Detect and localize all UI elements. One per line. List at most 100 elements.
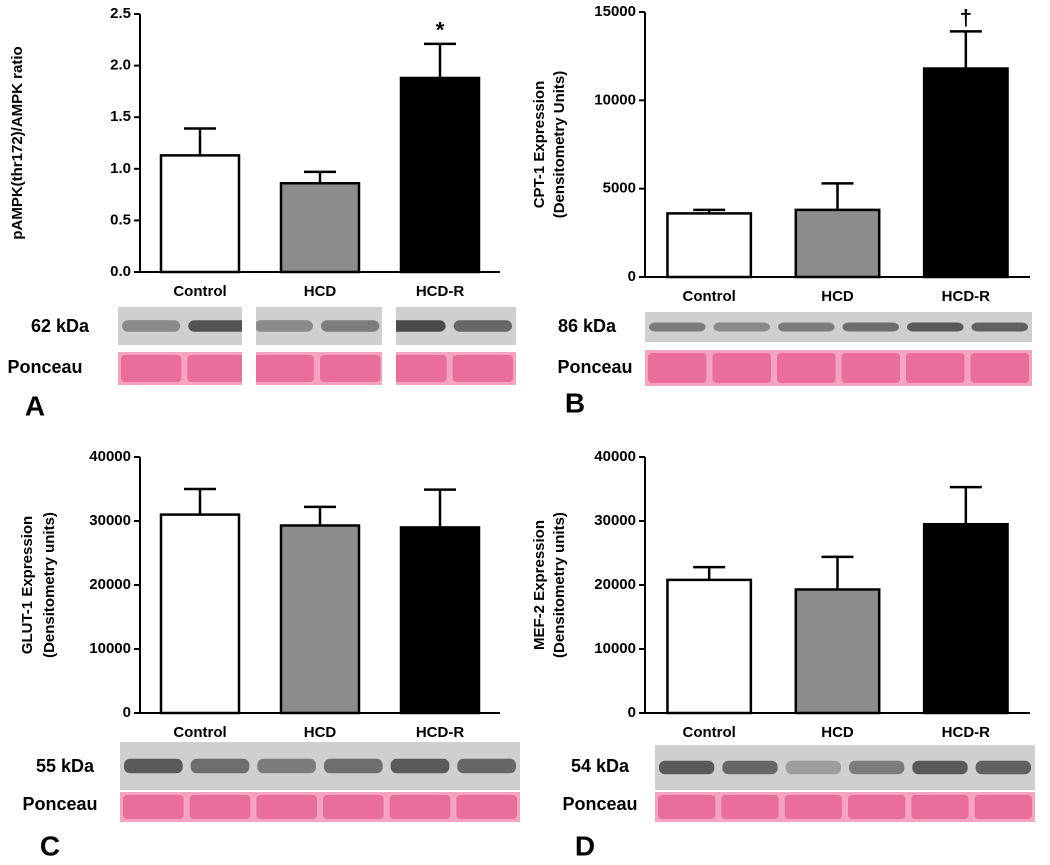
ponceau-lane: [187, 355, 248, 382]
significance-marker: *: [436, 18, 445, 43]
y-axis-label: MEF-2 Expression: [531, 520, 548, 650]
category-label: HCD-R: [416, 724, 464, 741]
error-bar: [424, 488, 456, 528]
blot-band: [122, 320, 181, 332]
error-bar: [821, 182, 854, 210]
error-bar: [304, 505, 336, 526]
y-tick-label: 0: [123, 704, 131, 721]
blot-band: [190, 758, 250, 774]
bar: [922, 67, 1009, 279]
bar: [794, 588, 881, 715]
category-label: HCD: [821, 288, 854, 305]
blot-band: [722, 760, 778, 775]
blot-band: [390, 758, 450, 774]
ponceau-lane: [848, 795, 906, 819]
ponceau-lane: [189, 795, 251, 819]
loading-label: Ponceau: [562, 794, 637, 814]
y-tick-label: 10000: [89, 640, 131, 657]
blot-band: [849, 760, 905, 775]
blot-band: [785, 760, 841, 775]
y-axis-label: pAMPK(thr172)/AMPK ratio: [9, 46, 26, 239]
y-axis-label: GLUT-1 Expression: [19, 516, 36, 654]
blot-band: [124, 758, 183, 774]
y-tick-label: 0: [628, 704, 636, 721]
y-tick-label: 10000: [594, 91, 636, 108]
blot-band: [257, 758, 316, 774]
ponceau-lane: [721, 795, 779, 819]
blot-band: [912, 760, 968, 775]
ponceau-lane: [123, 795, 184, 819]
y-tick-label: 5000: [603, 180, 636, 197]
y-axis-label: CPT-1 Expression: [531, 81, 548, 209]
ponceau-lane: [906, 353, 965, 383]
error-bar: [184, 127, 216, 156]
error-bar: [693, 565, 726, 580]
ponceau-lane: [121, 355, 182, 382]
blot-gap: [382, 350, 396, 387]
bar: [666, 212, 753, 279]
y-tick-label: 15000: [594, 3, 636, 20]
category-label: HCD-R: [942, 288, 990, 305]
y-axis-label: (Densitometry Units): [551, 71, 568, 219]
category-label: Control: [683, 288, 736, 305]
error-bar: [693, 208, 726, 214]
blot-band: [321, 320, 380, 332]
y-tick-label: 1.5: [110, 108, 131, 125]
category-label: Control: [683, 724, 736, 741]
ponceau-lane: [456, 795, 517, 819]
y-tick-label: 2.0: [110, 57, 131, 74]
y-axis-label: (Densitometry units): [41, 512, 58, 658]
blot-gap: [242, 305, 256, 347]
error-bar: [184, 487, 216, 515]
blot-label: 62 kDa: [31, 316, 90, 336]
ponceau-lane: [452, 355, 513, 382]
y-tick-label: 10000: [594, 640, 636, 657]
category-label: Control: [173, 283, 226, 300]
ponceau-lane: [712, 353, 771, 383]
ponceau-lane: [911, 795, 969, 819]
ponceau-background: [645, 350, 1032, 386]
ponceau-lane: [841, 353, 900, 383]
significance-marker: †: [960, 5, 972, 30]
ponceau-lane: [389, 795, 451, 819]
ponceau-lane: [253, 355, 314, 382]
category-label: Control: [173, 724, 226, 741]
bar: [159, 154, 241, 274]
blot-band: [842, 322, 899, 332]
bar: [399, 76, 481, 274]
error-bar: [304, 170, 336, 184]
ponceau-lane: [658, 795, 716, 819]
loading-label: Ponceau: [7, 357, 82, 377]
bar: [159, 513, 241, 715]
panel-letter: A: [25, 390, 45, 421]
ponceau-lane: [256, 795, 317, 819]
loading-label: Ponceau: [557, 357, 632, 377]
category-label: HCD-R: [416, 283, 464, 300]
error-bar: [424, 42, 456, 78]
ponceau-lane: [323, 795, 384, 819]
blot-label: 54 kDa: [571, 756, 630, 776]
bar: [794, 208, 881, 279]
blot-label: 55 kDa: [36, 756, 95, 776]
y-tick-label: 1.0: [110, 160, 131, 177]
blot-band: [188, 320, 247, 332]
category-label: HCD-R: [942, 724, 990, 741]
y-axis-label: (Densitometry units): [551, 512, 568, 658]
blot-gap: [382, 305, 396, 347]
bar: [279, 524, 361, 715]
bar: [399, 526, 481, 715]
blot-band: [457, 758, 516, 774]
blot-band: [713, 322, 770, 332]
ponceau-lane: [970, 353, 1029, 383]
blot-band: [649, 322, 706, 332]
category-label: HCD: [821, 724, 854, 741]
y-tick-label: 30000: [89, 512, 131, 529]
y-tick-label: 40000: [594, 448, 636, 465]
bar: [922, 522, 1009, 715]
panel-letter: B: [565, 387, 585, 418]
y-tick-label: 30000: [594, 512, 636, 529]
blot-gap: [242, 350, 256, 387]
error-bar: [821, 555, 854, 590]
blot-band: [975, 760, 1031, 775]
